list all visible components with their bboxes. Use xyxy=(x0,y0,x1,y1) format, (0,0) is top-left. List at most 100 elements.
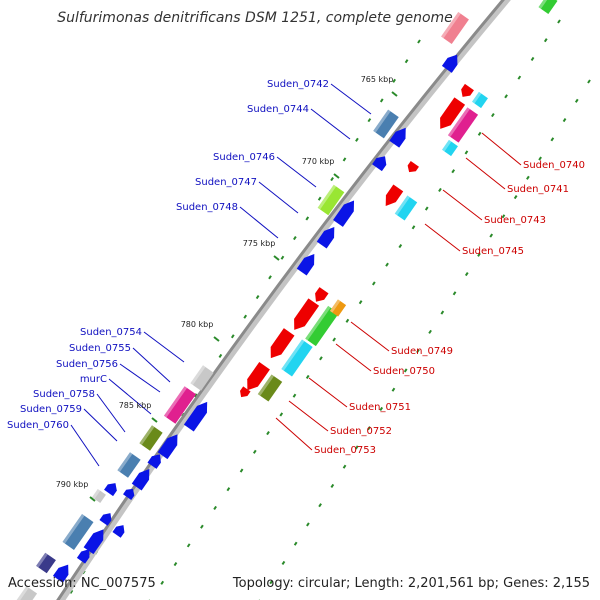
minor-tick xyxy=(428,329,432,334)
gene-0740-body xyxy=(440,97,466,129)
minor-tick xyxy=(464,150,469,155)
gene-leader-line xyxy=(350,321,390,352)
minor-tick xyxy=(417,39,421,44)
minor-tick xyxy=(477,131,482,136)
gene-0758b-body xyxy=(117,452,141,478)
minor-tick xyxy=(305,374,310,380)
gene-labels: Suden_0742 Suden_0744 Suden_0746 Suden_0747… xyxy=(7,79,585,456)
gene-label: Suden_0756 xyxy=(56,359,118,370)
kbp-marker-tick xyxy=(89,496,96,502)
minor-tick xyxy=(269,580,274,585)
gene-0749b xyxy=(305,305,339,347)
minor-tick xyxy=(280,255,285,260)
minor-tick xyxy=(438,187,442,192)
minor-tick xyxy=(293,235,297,241)
gene-0748 xyxy=(296,253,315,276)
minor-tick xyxy=(266,431,270,436)
gene-leader-line xyxy=(481,132,522,166)
gene-0753-body xyxy=(240,386,251,398)
gene-0755b xyxy=(183,401,208,432)
gene-bottom-blue1 xyxy=(83,529,104,555)
gene-leader-line xyxy=(310,108,351,140)
gene-0750b xyxy=(281,339,313,377)
minor-tick xyxy=(451,169,456,174)
gene-bottom-steel-shine xyxy=(62,514,85,544)
gene-bottom-blue3-body xyxy=(112,525,125,538)
gene-0750b-body xyxy=(281,339,313,377)
gene-0743-tip xyxy=(407,161,419,173)
minor-tick xyxy=(281,560,286,566)
minor-tick xyxy=(543,38,548,43)
gene-label: Suden_0744 xyxy=(247,104,309,115)
minor-tick xyxy=(367,118,372,123)
gene-0760c-body xyxy=(92,489,106,503)
gene-bottom-blue3 xyxy=(112,525,125,538)
gene-0760-body xyxy=(104,483,117,497)
gene-bottom-navy-body xyxy=(36,552,56,574)
gene-0743 xyxy=(385,184,404,207)
gene-0747b xyxy=(316,226,335,249)
minor-tick xyxy=(319,356,323,361)
minor-tick xyxy=(398,243,403,249)
gene-0751 xyxy=(247,361,270,391)
gene-label: Suden_0753 xyxy=(314,445,376,456)
gene-0753 xyxy=(240,386,251,398)
gene-0742-body xyxy=(373,109,399,139)
gene-0750-body xyxy=(270,328,295,359)
gene-top-blue xyxy=(441,54,458,73)
gene-label: Suden_0750 xyxy=(373,366,435,377)
minor-tick xyxy=(392,78,397,83)
gene-0741-tip xyxy=(461,83,474,97)
kbp-marker-tick xyxy=(213,336,220,342)
minor-tick xyxy=(562,117,567,123)
gene-0754-body xyxy=(190,365,214,391)
gene-bottom-steel-body xyxy=(62,514,94,550)
gene-bottom-gray-body xyxy=(14,586,38,600)
minor-tick xyxy=(173,562,178,567)
gene-0751-body xyxy=(247,361,270,391)
minor-tick xyxy=(574,98,579,103)
minor-tick xyxy=(218,353,223,359)
gene-0743-tip-body xyxy=(407,161,419,173)
gene-0747-body xyxy=(333,200,355,227)
gene-label: Suden_0741 xyxy=(507,184,569,195)
gene-bottom-navy-shine xyxy=(36,552,48,568)
minor-tick xyxy=(358,300,363,305)
gene-0749-body xyxy=(294,298,320,330)
gene-0756-shine xyxy=(139,425,155,446)
gene-label: murC xyxy=(80,374,107,385)
gene-0755-shine xyxy=(163,386,188,418)
kbp-marker-tick xyxy=(151,417,158,423)
gene-leader-line xyxy=(96,393,126,433)
gene-0741-body xyxy=(472,91,488,109)
gene-leader-line xyxy=(239,206,279,239)
gene-leader-line xyxy=(424,223,461,252)
gene-0760 xyxy=(104,483,117,497)
minor-tick xyxy=(491,112,495,118)
kbp-marker-tick xyxy=(391,91,398,97)
minor-tick xyxy=(226,487,231,492)
minor-tick xyxy=(504,94,508,99)
minor-tick xyxy=(452,291,457,296)
minor-tick xyxy=(345,318,350,323)
gene-small-blue xyxy=(372,156,387,172)
gene-label: Suden_0747 xyxy=(195,177,257,188)
gene-0749 xyxy=(294,298,320,330)
gene-0760b-body xyxy=(123,488,135,500)
kbp-marker-label: 775 kbp xyxy=(243,239,276,248)
gene-top-green-body xyxy=(538,0,558,14)
gene-leader-line xyxy=(288,400,329,432)
gene-0746-body xyxy=(317,184,345,216)
gene-0749b-body xyxy=(305,305,339,347)
gene-0760b xyxy=(123,488,135,500)
minor-tick xyxy=(379,406,384,411)
gene-bottom-blue4-body xyxy=(76,549,90,564)
gene-0749c-body xyxy=(329,299,347,317)
gene-label: Suden_0760 xyxy=(7,420,69,431)
gene-label: Suden_0743 xyxy=(484,215,546,226)
gene-0743-body xyxy=(385,184,404,207)
kbp-marker-label: 765 kbp xyxy=(361,75,394,84)
minor-tick xyxy=(255,294,260,300)
gene-0741b-shine xyxy=(442,139,452,152)
